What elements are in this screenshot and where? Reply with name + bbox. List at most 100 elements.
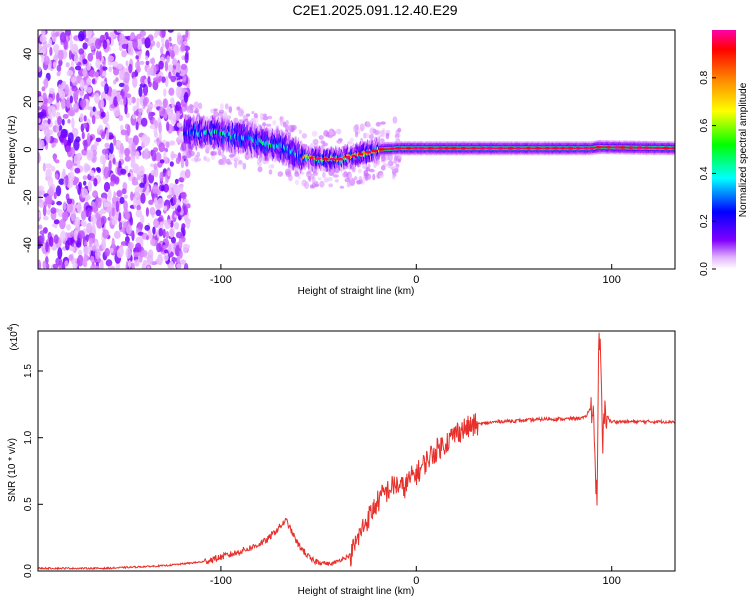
heatmap-cell (224, 103, 229, 110)
heatmap-cell (145, 207, 149, 217)
heatmap-cell (348, 173, 353, 181)
heatmap-cell (136, 38, 143, 50)
heatmap-cell (55, 185, 62, 197)
heatmap-cell (179, 95, 185, 101)
heatmap-cell (158, 60, 164, 70)
heatmap-cell (86, 64, 91, 71)
heatmap-cell (357, 168, 362, 174)
heatmap-cell (175, 231, 183, 239)
heatmap-cell (139, 83, 146, 88)
heatmap-cell (99, 64, 103, 76)
heatmap-cell (109, 142, 114, 155)
heatmap-cell (73, 229, 79, 241)
heatmap-cell (551, 146, 560, 150)
heatmap-cell (153, 218, 160, 228)
heatmap-cell (120, 129, 127, 136)
heatmap-cell (82, 68, 88, 77)
heatmap-cell (90, 214, 98, 225)
heatmap-cell (662, 146, 670, 150)
heatmap-cell (79, 79, 85, 91)
heatmap-cell (336, 128, 342, 135)
heatmap-cell (234, 155, 240, 162)
heatmap-cell (177, 205, 182, 213)
heatmap-cell (56, 92, 60, 103)
x-tick-label: -100 (210, 575, 232, 587)
heatmap-cell (157, 197, 164, 209)
spectrogram-panel: -100 0 100 -40 -20 0 20 40 Height of str… (7, 29, 676, 297)
heatmap-cell (486, 146, 494, 150)
heatmap-cell (443, 146, 449, 150)
heatmap-cell (55, 257, 63, 266)
heatmap-cell (362, 164, 367, 169)
heatmap-cell (130, 157, 136, 167)
heatmap-cell (347, 141, 353, 145)
heatmap-cell (42, 260, 47, 269)
heatmap-cell (96, 111, 101, 115)
heatmap-cell (56, 201, 62, 206)
heatmap-cell (104, 142, 110, 149)
heatmap-cell (167, 219, 172, 224)
heatmap-cell (268, 164, 275, 169)
heatmap-cell (176, 122, 183, 128)
heatmap-cell (619, 146, 626, 149)
heatmap-cell (176, 81, 183, 87)
heatmap-cell (53, 234, 59, 244)
heatmap-cell (135, 151, 140, 160)
heatmap-cell (327, 176, 333, 182)
heatmap-cell (83, 253, 88, 264)
heatmap-cell (174, 186, 181, 197)
heatmap-cell (167, 30, 174, 33)
heatmap-cell (123, 95, 127, 106)
heatmap-cell (176, 263, 182, 269)
heatmap-cell (86, 132, 91, 144)
heatmap-cell (377, 148, 386, 151)
colorbar-ticks: 0.0 0.2 0.4 0.6 0.8 (699, 70, 716, 276)
heatmap-cell (41, 86, 46, 92)
heatmap-cell (179, 184, 184, 194)
heatmap-cell (178, 250, 183, 259)
heatmap-cell (285, 168, 291, 176)
heatmap-cell (301, 179, 308, 187)
heatmap-cell (179, 259, 187, 265)
heatmap-cell (89, 170, 95, 177)
heatmap-cell (392, 116, 398, 124)
heatmap-cell (222, 154, 227, 163)
heatmap-cell (170, 153, 178, 159)
heatmap-cell (73, 153, 81, 165)
heatmap-cell (117, 63, 123, 70)
heatmap-cell (125, 236, 130, 243)
heatmap-cell (46, 209, 51, 216)
heatmap-cell (74, 216, 81, 228)
heatmap-cell (71, 117, 75, 130)
heatmap-cell (128, 63, 133, 74)
spectrogram-y-label: Frequency (Hz) (7, 116, 18, 185)
heatmap-cell (78, 181, 82, 190)
heatmap-cell (38, 66, 42, 73)
heatmap-cell (45, 163, 53, 169)
heatmap-cell (95, 137, 102, 142)
heatmap-cell (149, 124, 156, 130)
heatmap-cell (360, 137, 364, 143)
heatmap-cell (62, 113, 69, 119)
heatmap-cell (83, 245, 90, 256)
colorbar-label: Normalized spectral amplitude (738, 82, 749, 217)
colorbar-tick-label: 0.2 (699, 214, 710, 228)
heatmap-cell (161, 76, 166, 83)
heatmap-cell (166, 121, 170, 132)
heatmap-cell (67, 119, 71, 124)
heatmap-cell (121, 188, 127, 195)
heatmap-cell (69, 95, 73, 104)
heatmap-cell (412, 146, 420, 150)
heatmap-cell (123, 71, 130, 84)
heatmap-cell (75, 184, 79, 190)
heatmap-cell (178, 238, 183, 249)
heatmap-cell (390, 166, 396, 171)
heatmap-cell (360, 125, 365, 130)
heatmap-cell (354, 123, 360, 131)
heatmap-cell (118, 221, 123, 231)
x-tick-label: -100 (210, 274, 232, 286)
heatmap-cell (135, 55, 139, 60)
heatmap-cell (68, 254, 73, 261)
heatmap-cell (140, 75, 146, 85)
heatmap-cell (116, 30, 124, 33)
